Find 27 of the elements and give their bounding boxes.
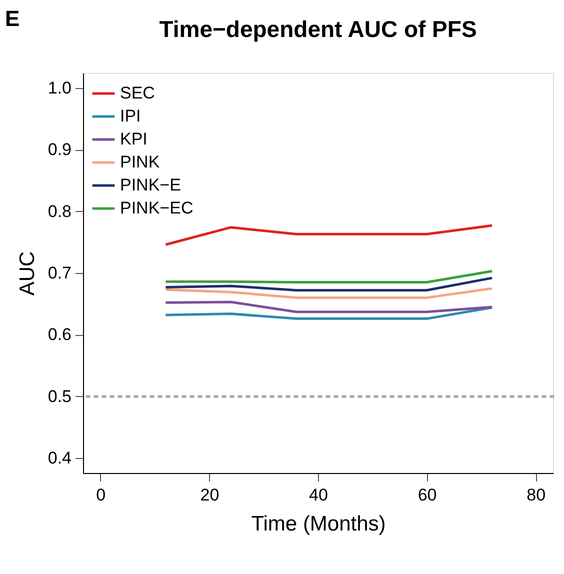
x-axis-title: Time (Months) — [251, 512, 386, 536]
y-tick-label: 0.7 — [48, 264, 72, 282]
y-tick-label: 1.0 — [48, 78, 72, 98]
y-tick-label: 0.6 — [48, 325, 72, 344]
chart-title: Time−dependent AUC of PFS — [159, 16, 477, 42]
line-series — [164, 287, 494, 299]
legend-label: IPI — [120, 106, 141, 126]
y-tick-label: 0.9 — [48, 140, 72, 160]
x-tick-label: 80 — [526, 486, 546, 504]
y-tick-label: 0.4 — [48, 448, 72, 468]
legend-label: KPI — [120, 130, 148, 148]
legend-label: PINK−EC — [120, 198, 194, 218]
y-tick-label: 0.5 — [48, 386, 72, 406]
legend-label: SEC — [120, 84, 155, 102]
line-series — [164, 300, 494, 314]
text: E — [5, 6, 20, 31]
line-series — [164, 276, 494, 292]
x-tick-label: 20 — [200, 486, 220, 504]
line-series — [164, 224, 494, 246]
line-series — [164, 306, 494, 320]
x-tick-label: 0 — [96, 486, 106, 504]
y-axis-title: AUC — [16, 251, 39, 296]
legend-label: PINK−E — [120, 176, 181, 194]
legend-label: PINK — [120, 152, 160, 172]
x-tick-label: 40 — [309, 486, 328, 504]
y-tick-label: 0.8 — [48, 202, 72, 221]
x-tick-label: 60 — [418, 486, 437, 504]
